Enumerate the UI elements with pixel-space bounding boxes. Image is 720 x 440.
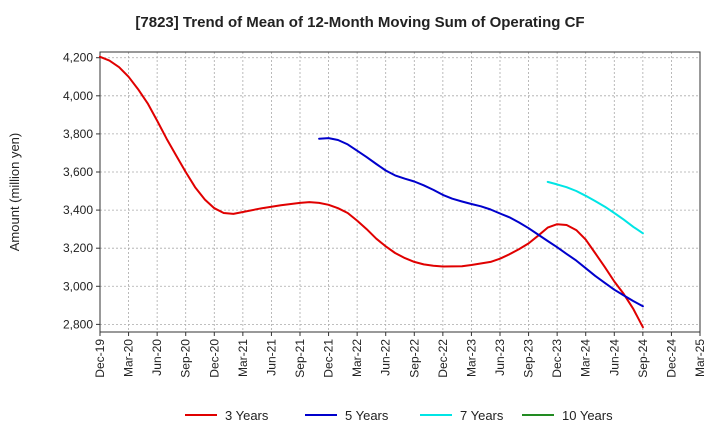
plot-area (99, 51, 701, 333)
series-line-3-years (99, 55, 644, 329)
y-tick-label: 4,000 (63, 89, 93, 103)
legend: 3 Years 5 Years 7 Years 10 Years (185, 408, 613, 423)
series-line-7-years (546, 180, 644, 235)
x-tick-label: Jun-22 (379, 339, 393, 376)
x-tick-label: Mar-22 (350, 339, 364, 377)
x-tick-label: Mar-20 (122, 339, 136, 377)
legend-label: 7 Years (460, 408, 504, 423)
x-tick-label: Mar-25 (693, 339, 707, 377)
x-tick-label: Jun-21 (264, 339, 278, 376)
x-tick-label: Sep-22 (407, 339, 421, 378)
legend-label: 3 Years (225, 408, 269, 423)
x-axis: Dec-19 Mar-20 Jun-20 Sep-20 Dec-20 Mar-21 Jun-… (93, 332, 707, 378)
x-tick-label: Dec-23 (550, 339, 564, 378)
x-tick-label: Dec-22 (436, 339, 450, 378)
y-tick-label: 3,800 (63, 127, 93, 141)
x-tick-label: Mar-21 (236, 339, 250, 377)
x-tick-label: Sep-24 (636, 339, 650, 378)
x-tick-label: Mar-24 (579, 339, 593, 377)
y-tick-label: 3,200 (63, 241, 93, 255)
x-tick-label: Dec-24 (664, 339, 678, 378)
y-tick-label: 4,200 (63, 51, 93, 65)
y-axis-label: Amount (million yen) (7, 133, 22, 252)
legend-label: 10 Years (562, 408, 613, 423)
x-tick-label: Dec-21 (322, 339, 336, 378)
y-tick-label: 3,400 (63, 203, 93, 217)
x-tick-label: Jun-23 (493, 339, 507, 376)
series-group (99, 55, 644, 329)
y-tick-label: 2,800 (63, 317, 93, 331)
y-tick-label: 3,000 (63, 279, 93, 293)
x-tick-label: Jun-24 (607, 339, 621, 376)
legend-label: 5 Years (345, 408, 389, 423)
x-tick-label: Mar-23 (464, 339, 478, 377)
x-tick-label: Sep-21 (293, 339, 307, 378)
chart-title: [7823] Trend of Mean of 12-Month Moving … (135, 14, 584, 31)
x-tick-label: Dec-19 (93, 339, 107, 378)
y-axis: 2,800 3,000 3,200 3,400 3,600 3,800 4,000 4,200 (63, 51, 100, 331)
x-tick-label: Dec-20 (207, 339, 221, 378)
x-tick-label: Jun-20 (150, 339, 164, 376)
grid (100, 52, 700, 332)
series-line-5-years (318, 137, 644, 308)
x-tick-label: Sep-20 (179, 339, 193, 378)
x-tick-label: Sep-23 (522, 339, 536, 378)
y-tick-label: 3,600 (63, 165, 93, 179)
